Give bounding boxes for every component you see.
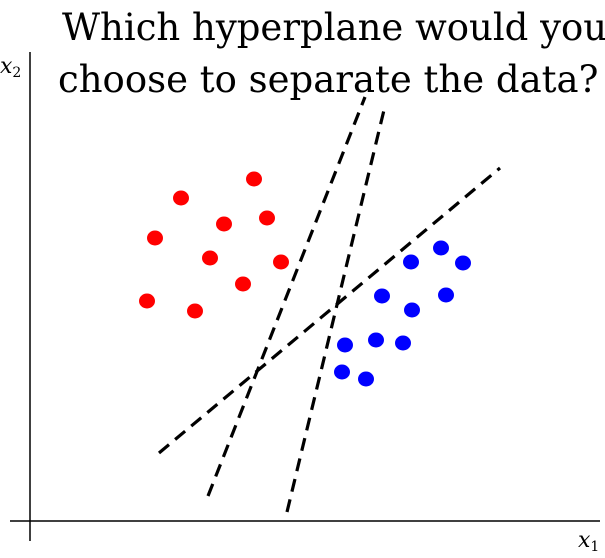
blue-point [337, 337, 353, 353]
red-point [273, 254, 289, 270]
red-point [235, 276, 251, 292]
red-point [139, 293, 155, 309]
x-axis-label: x1 [578, 528, 600, 555]
blue-point [368, 332, 384, 348]
blue-point [374, 288, 390, 304]
hyperplane-line-3 [157, 166, 502, 455]
hyperplane-line-1 [206, 96, 367, 497]
red-point [216, 216, 232, 232]
red-point [187, 303, 203, 319]
title-line-1: Which hyperplane would you [62, 6, 605, 49]
blue-point [438, 287, 454, 303]
red-point [259, 210, 275, 226]
blue-point [404, 302, 420, 318]
hyperplane-line-2 [285, 109, 386, 513]
red-point [147, 230, 163, 246]
red-point [246, 171, 262, 187]
blue-point [433, 240, 449, 256]
blue-point [403, 254, 419, 270]
red-point [173, 190, 189, 206]
title-line-2: choose to separate the data? [58, 58, 599, 101]
y-axis-label: x2 [0, 54, 22, 81]
blue-point [395, 335, 411, 351]
blue-point [455, 255, 471, 271]
blue-point [358, 371, 374, 387]
blue-point [334, 364, 350, 380]
hyperplane-group [157, 96, 502, 513]
data-points-group [139, 171, 471, 387]
red-point [202, 250, 218, 266]
